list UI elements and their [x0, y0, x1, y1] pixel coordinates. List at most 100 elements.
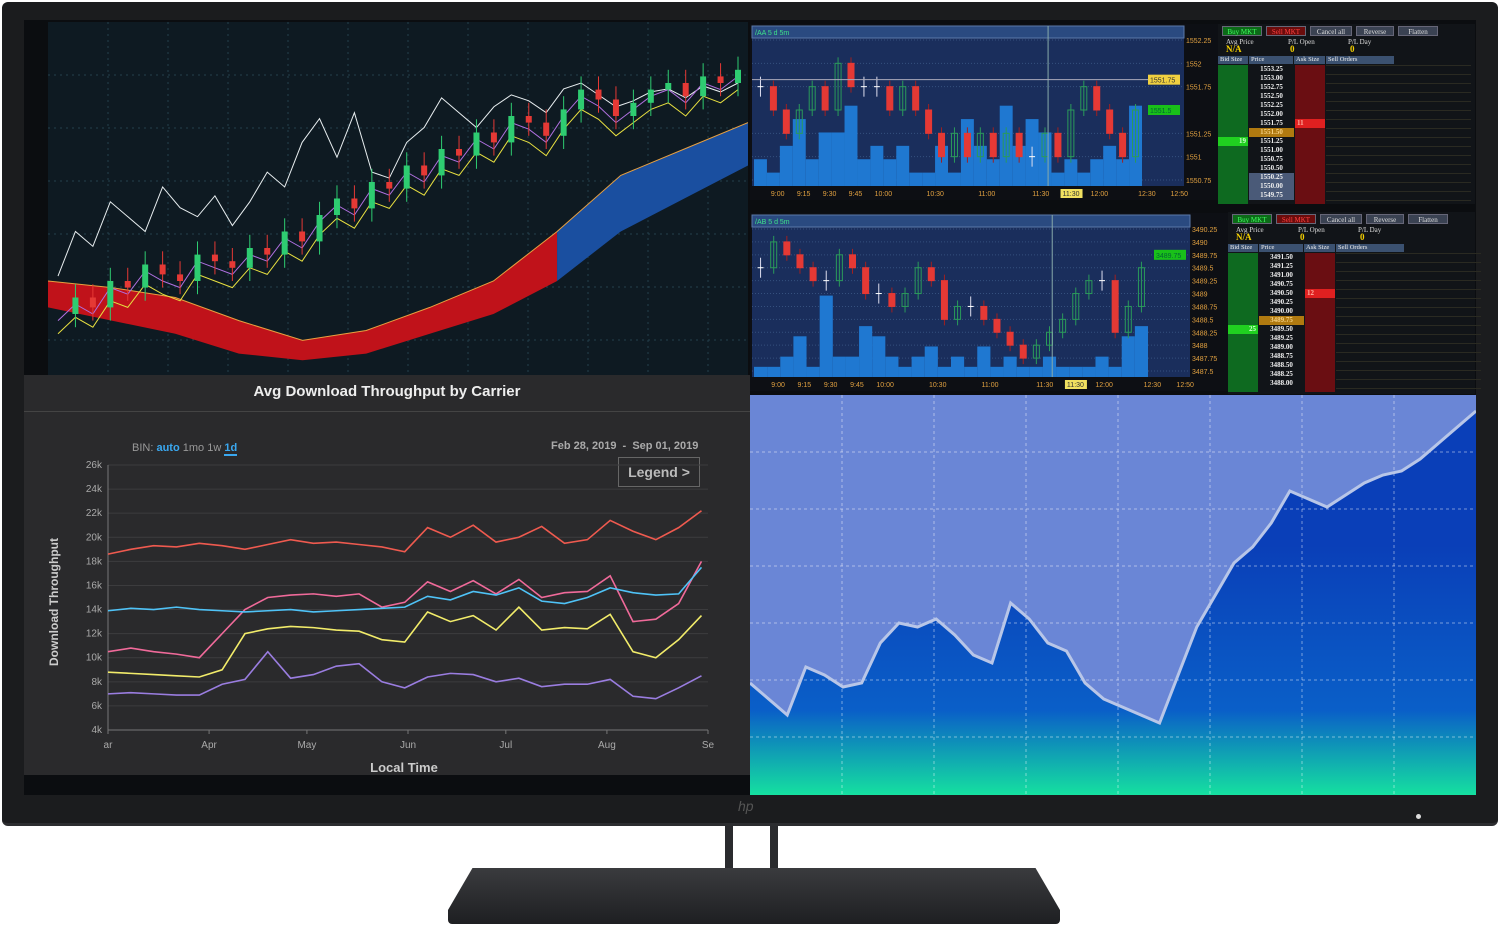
- volume-bar: [1116, 159, 1130, 186]
- price-row[interactable]: 3488.50: [1270, 361, 1293, 369]
- ask-size-cell[interactable]: 12: [1305, 289, 1335, 298]
- price-row[interactable]: 1550.50: [1260, 164, 1283, 172]
- pl-day-value: 0: [1360, 232, 1365, 242]
- volume-bar: [922, 172, 936, 186]
- reverse-button[interactable]: Reverse: [1366, 214, 1404, 224]
- price-row[interactable]: 1552.00: [1260, 110, 1283, 118]
- volume-bar: [1016, 366, 1030, 377]
- cancel-all-button[interactable]: Cancel all: [1320, 214, 1362, 224]
- candle: [1124, 305, 1132, 333]
- volume-bar: [1042, 356, 1057, 377]
- price-row[interactable]: 1553.25: [1260, 65, 1283, 73]
- price-row[interactable]: 3491.00: [1270, 271, 1293, 279]
- candle: [808, 86, 816, 111]
- price-row[interactable]: 3490.50: [1270, 289, 1293, 297]
- bin-selector: BIN: auto 1mo 1w 1d: [132, 442, 238, 456]
- y-tick-label: 1550.75: [1186, 178, 1211, 185]
- price-row[interactable]: 3491.25: [1270, 262, 1293, 270]
- candle: [1006, 331, 1014, 346]
- price-row[interactable]: 1553.00: [1260, 74, 1283, 82]
- price-row[interactable]: 3490.75: [1270, 280, 1293, 288]
- candle: [543, 122, 550, 136]
- bin-1d[interactable]: 1d: [224, 442, 238, 456]
- sell-mkt-button[interactable]: Sell MKT: [1276, 214, 1316, 224]
- bin-auto[interactable]: auto: [156, 442, 180, 454]
- column-header: Ask Size: [1304, 244, 1335, 252]
- price-row[interactable]: 3490.25: [1270, 298, 1293, 306]
- monitor-stand-neck: [725, 826, 733, 886]
- chart-header-bar: [751, 214, 1191, 228]
- price-row[interactable]: 1551.00: [1260, 146, 1283, 154]
- price-row[interactable]: 3489.50: [1270, 325, 1293, 333]
- candle: [1132, 109, 1140, 158]
- price-row[interactable]: 1552.50: [1260, 92, 1283, 100]
- price-row[interactable]: 1552.75: [1260, 83, 1283, 91]
- series-line-2: [107, 560, 703, 659]
- bid-size-cell[interactable]: 19: [1218, 137, 1248, 146]
- pl-open-value: 0: [1290, 44, 1295, 54]
- y-tick-label: 1551.25: [1186, 131, 1211, 138]
- price-row[interactable]: 1550.75: [1260, 155, 1283, 163]
- y-tick-label: 3488.75: [1192, 304, 1217, 311]
- sell-mkt-button[interactable]: Sell MKT: [1266, 26, 1306, 36]
- symbol-label: /AB 5 d 5m: [755, 219, 790, 226]
- candle: [886, 86, 894, 111]
- candle: [847, 62, 855, 88]
- y-tick-label: 16k: [86, 580, 103, 591]
- time-highlight: [1060, 189, 1083, 198]
- candle: [950, 132, 958, 158]
- price-row[interactable]: 1550.00: [1249, 182, 1294, 191]
- price-row[interactable]: 3489.75: [1259, 316, 1304, 325]
- candle: [1019, 344, 1027, 359]
- bin-1mo[interactable]: 1mo: [182, 442, 205, 454]
- candle: [264, 248, 271, 255]
- y-tick-label: 3488: [1192, 343, 1208, 350]
- current-price-marker: [1148, 105, 1180, 115]
- monitor-stand-neck: [770, 826, 778, 886]
- candle: [1059, 318, 1067, 333]
- reverse-button[interactable]: Reverse: [1356, 26, 1394, 36]
- price-row[interactable]: 1552.25: [1260, 101, 1283, 109]
- cancel-all-button[interactable]: Cancel all: [1310, 26, 1352, 36]
- price-row[interactable]: 3488.00: [1270, 379, 1293, 387]
- price-row[interactable]: 1551.25: [1260, 137, 1283, 145]
- buy-mkt-button[interactable]: Buy MKT: [1222, 26, 1262, 36]
- volume-bar: [1029, 366, 1043, 377]
- candle: [124, 281, 131, 288]
- bin-1w[interactable]: 1w: [207, 442, 222, 454]
- candle: [1032, 344, 1040, 359]
- grid-line: [1326, 191, 1471, 192]
- x-tick-label: 12:50: [1171, 191, 1189, 198]
- date-range[interactable]: Feb 28, 2019 - Sep 01, 2019: [551, 440, 699, 452]
- candle: [1093, 86, 1101, 111]
- price-row[interactable]: 1551.50: [1249, 128, 1294, 137]
- legend-button[interactable]: Legend >: [618, 457, 700, 487]
- time-highlight: [1064, 380, 1087, 389]
- ichimoku-chart: [48, 22, 748, 395]
- buy-mkt-button[interactable]: Buy MKT: [1232, 214, 1272, 224]
- price-row[interactable]: 3489.25: [1270, 334, 1293, 342]
- y-tick-label: 3487.75: [1192, 356, 1217, 363]
- bid-size-cell[interactable]: 25: [1228, 325, 1258, 334]
- price-row[interactable]: 3491.50: [1270, 253, 1293, 261]
- price-row[interactable]: 3490.00: [1270, 307, 1293, 315]
- volume-bar: [754, 159, 767, 186]
- price-row[interactable]: 1549.75: [1249, 191, 1294, 200]
- grid-line: [1336, 379, 1481, 380]
- x-tick-label: 9:30: [824, 382, 838, 389]
- ask-size-cell[interactable]: 11: [1295, 119, 1325, 128]
- power-led-icon[interactable]: [1416, 814, 1421, 819]
- flatten-button[interactable]: Flatten: [1408, 214, 1448, 224]
- price-row[interactable]: 3488.75: [1270, 352, 1293, 360]
- grid-line: [1336, 316, 1481, 317]
- pl-open-label: P/L Open: [1288, 38, 1315, 46]
- price-row[interactable]: 3488.25: [1270, 370, 1293, 378]
- volume-bar: [818, 132, 832, 186]
- price-row[interactable]: 1551.75: [1260, 119, 1283, 127]
- volume-bar: [845, 356, 860, 377]
- chart-header-bar: [751, 25, 1185, 39]
- series-line-5: [107, 650, 702, 700]
- flatten-button[interactable]: Flatten: [1398, 26, 1438, 36]
- price-row[interactable]: 1550.25: [1249, 173, 1294, 182]
- price-row[interactable]: 3489.00: [1270, 343, 1293, 351]
